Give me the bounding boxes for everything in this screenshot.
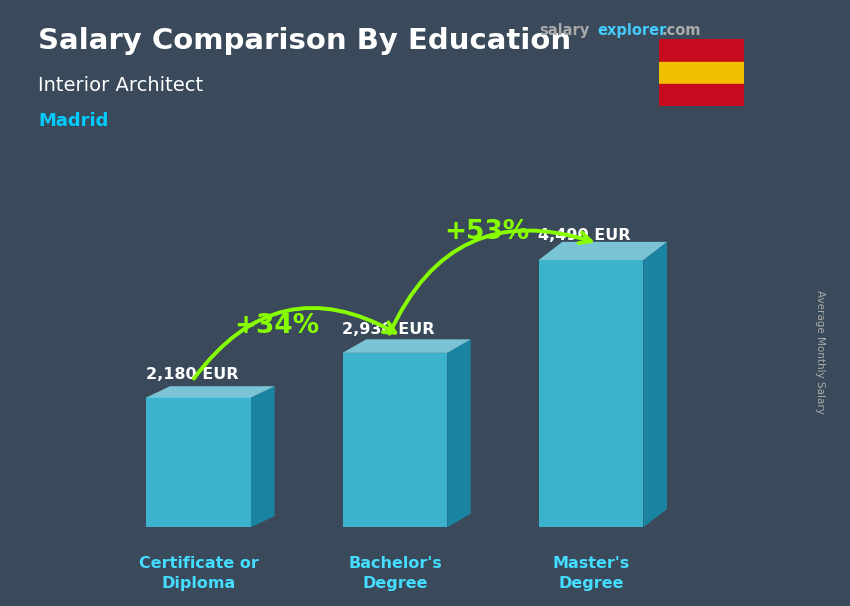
Text: Interior Architect: Interior Architect: [38, 76, 203, 95]
Bar: [659, 62, 744, 84]
Polygon shape: [146, 398, 251, 527]
Text: +34%: +34%: [235, 313, 320, 339]
Text: Certificate or
Diploma: Certificate or Diploma: [139, 556, 258, 591]
Text: .com: .com: [661, 23, 700, 38]
Text: salary: salary: [540, 23, 590, 38]
Text: Salary Comparison By Education: Salary Comparison By Education: [38, 27, 571, 55]
Text: +53%: +53%: [444, 219, 529, 245]
Text: explorer: explorer: [598, 23, 667, 38]
Bar: [659, 84, 744, 106]
Polygon shape: [643, 242, 667, 527]
Polygon shape: [251, 386, 275, 527]
Text: 2,930 EUR: 2,930 EUR: [343, 322, 434, 338]
Polygon shape: [447, 339, 471, 527]
Text: 2,180 EUR: 2,180 EUR: [146, 367, 239, 382]
Bar: [659, 39, 744, 62]
Text: Madrid: Madrid: [38, 112, 109, 130]
Text: Master's
Degree: Master's Degree: [552, 556, 630, 591]
Polygon shape: [539, 242, 667, 260]
Polygon shape: [146, 386, 275, 398]
Text: Bachelor's
Degree: Bachelor's Degree: [348, 556, 442, 591]
Text: 4,490 EUR: 4,490 EUR: [538, 228, 631, 244]
Polygon shape: [343, 339, 471, 353]
Polygon shape: [343, 353, 447, 527]
Text: Average Monthly Salary: Average Monthly Salary: [815, 290, 825, 413]
Polygon shape: [539, 260, 643, 527]
